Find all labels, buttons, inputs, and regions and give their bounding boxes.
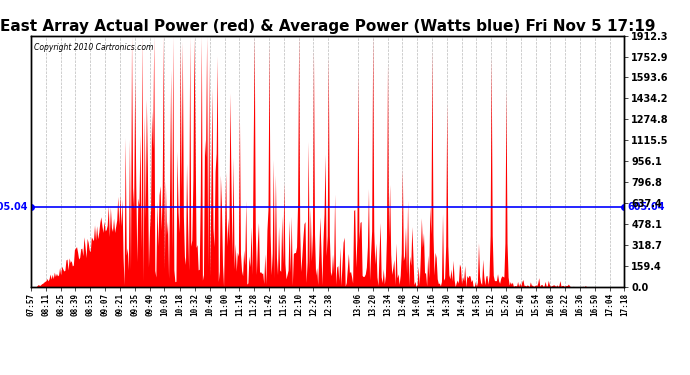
Text: Copyright 2010 Cartronics.com: Copyright 2010 Cartronics.com [34, 43, 153, 52]
Title: East Array Actual Power (red) & Average Power (Watts blue) Fri Nov 5 17:19: East Array Actual Power (red) & Average … [0, 20, 656, 34]
Text: 605.04: 605.04 [0, 202, 28, 212]
Text: 605.04: 605.04 [628, 202, 665, 212]
